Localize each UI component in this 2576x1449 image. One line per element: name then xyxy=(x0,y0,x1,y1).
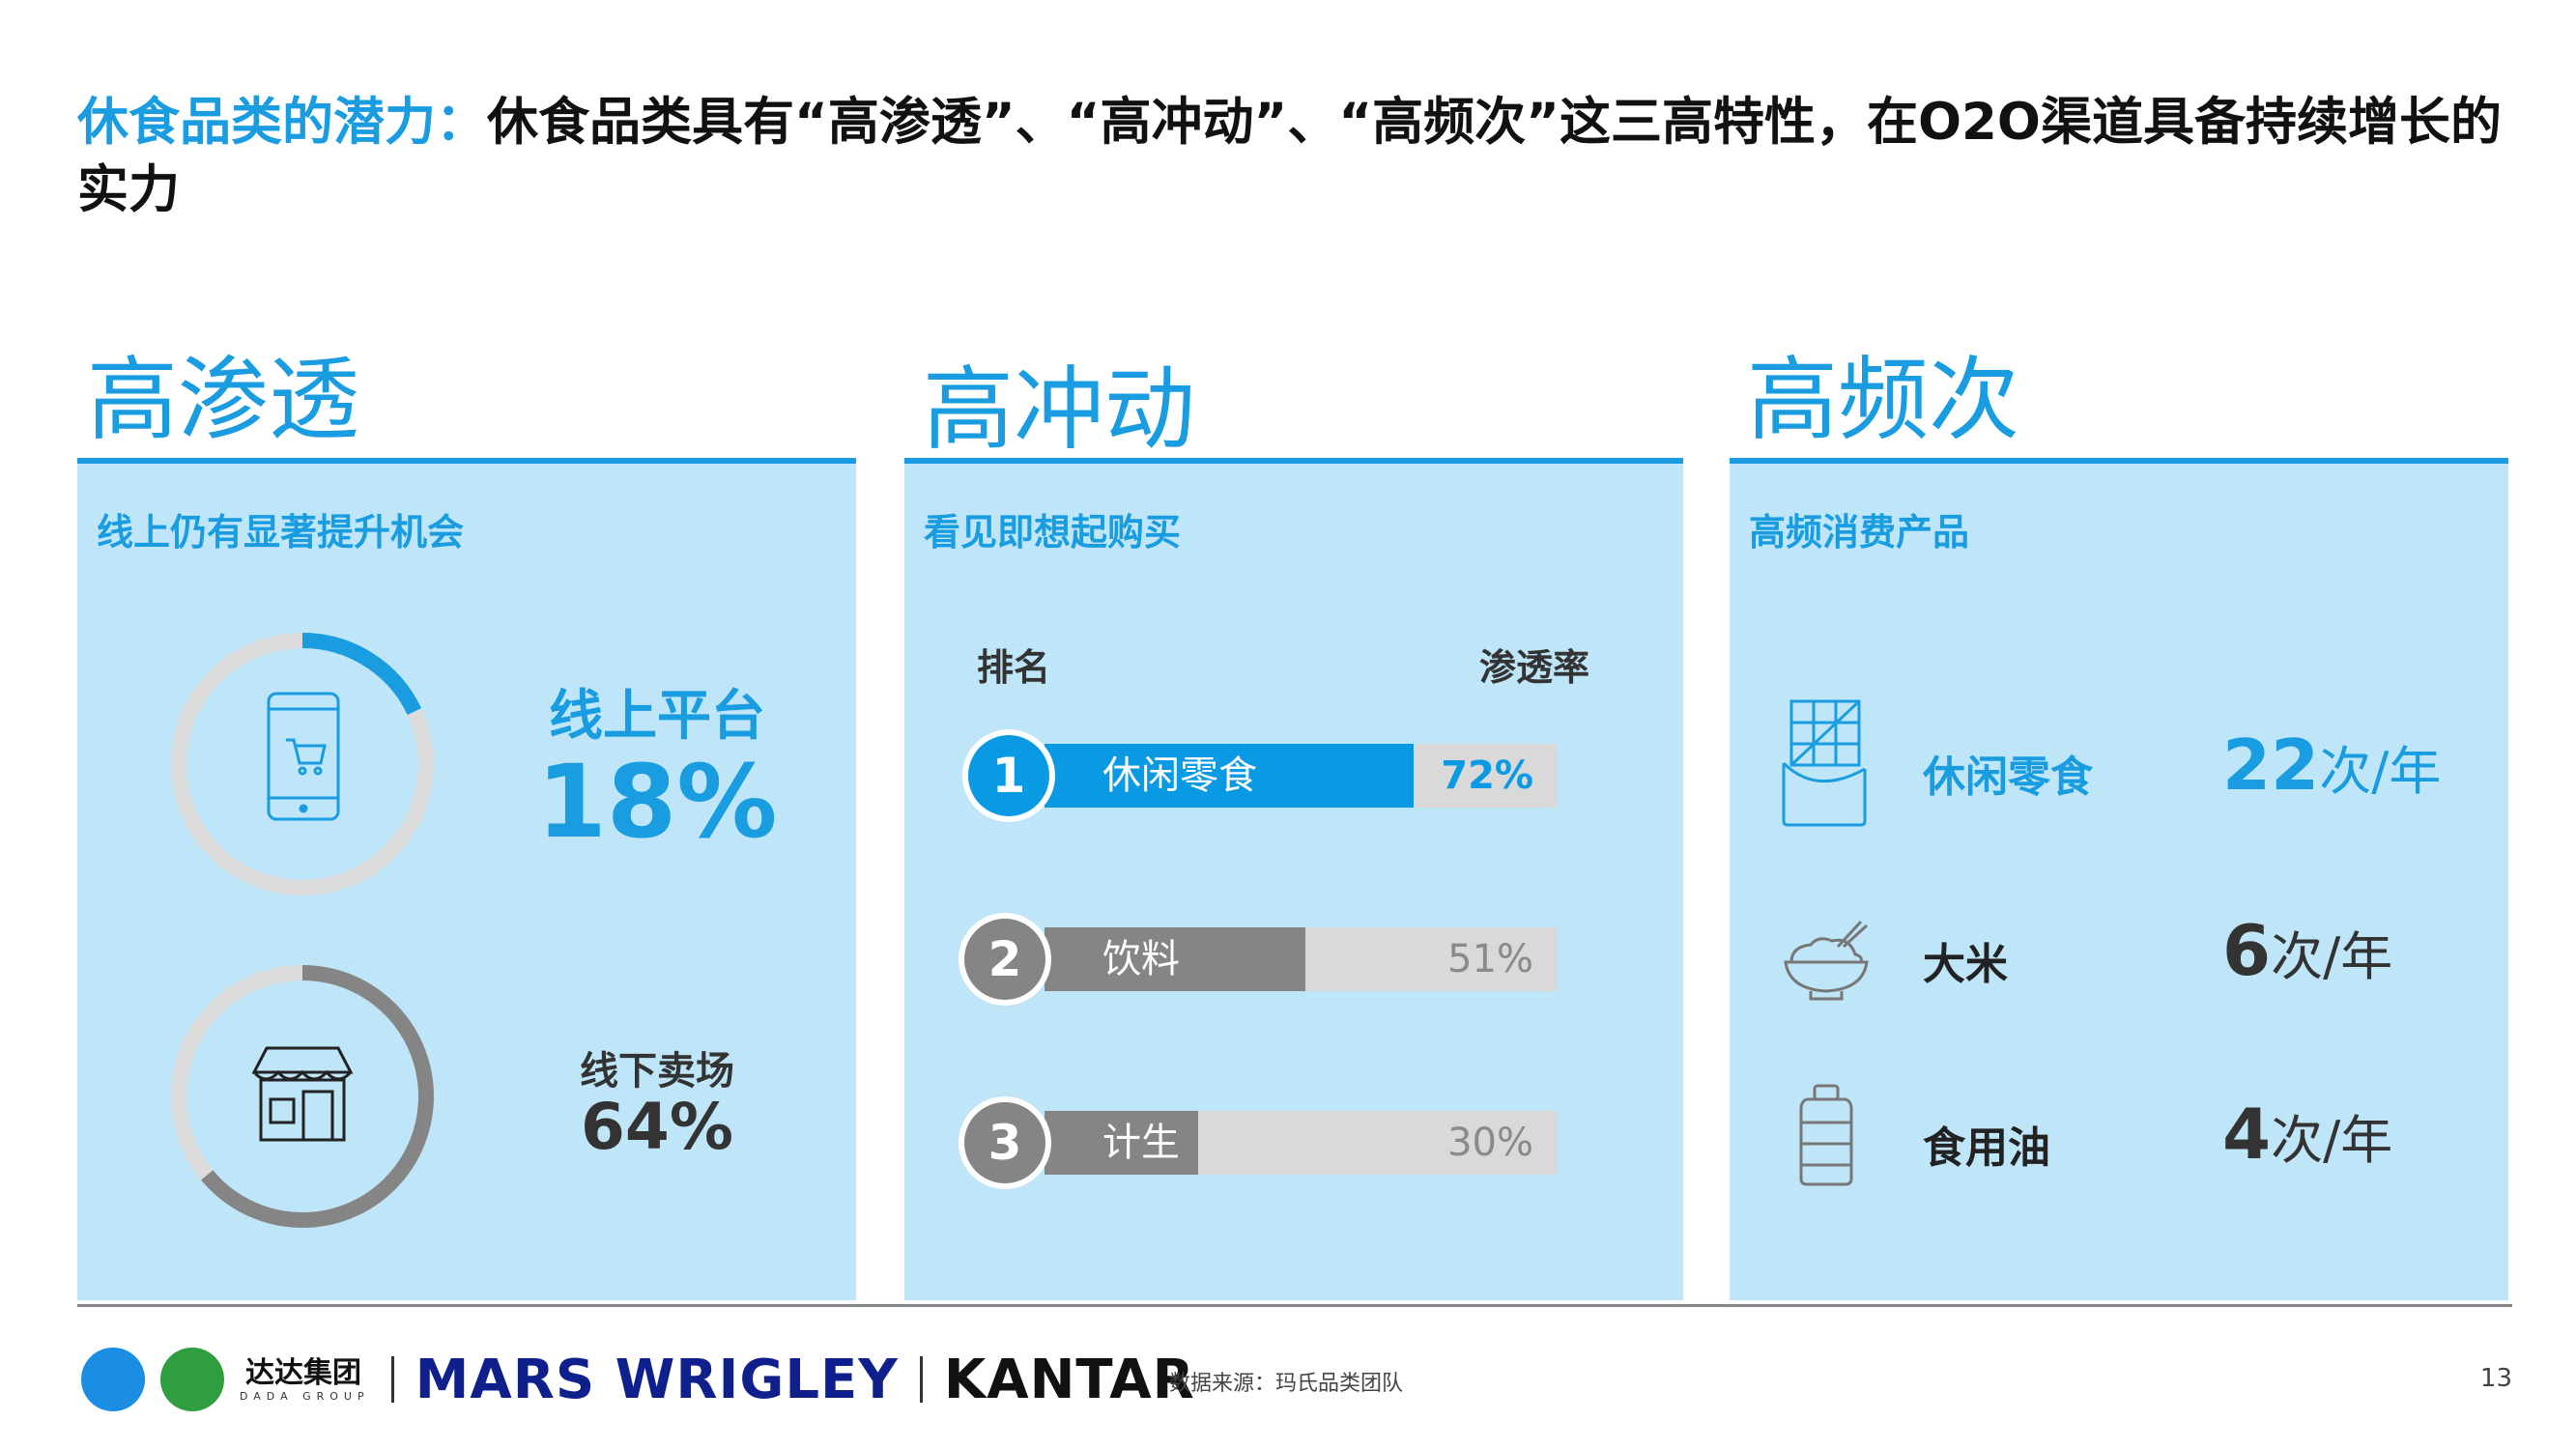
page-title: 休食品类的潜力：休食品类具有“高渗透”、“高冲动”、“高频次”这三高特性，在O2… xyxy=(77,89,2512,224)
dada-group-sub: DADA GROUP xyxy=(240,1389,370,1403)
bar-pct: 72% xyxy=(1441,753,1533,798)
page-number: 13 xyxy=(2479,1364,2512,1393)
freq-name: 休闲零食 xyxy=(1923,753,2093,802)
freq-unit: 次/年 xyxy=(2271,926,2393,987)
freq-value: 6次/年 xyxy=(2222,910,2392,991)
freq-name: 食用油 xyxy=(1923,1123,2050,1173)
title-accent: 休食品类的潜力： xyxy=(77,93,487,152)
bar-label: 计生 xyxy=(1102,1121,1180,1165)
bar-label: 饮料 xyxy=(1102,937,1180,981)
freq-name: 大米 xyxy=(1923,940,2008,989)
offline-value: 64% xyxy=(581,1090,733,1164)
freq-unit: 次/年 xyxy=(2319,741,2442,802)
frequency-heading: 高频次 xyxy=(1747,348,2020,453)
bar-pct: 51% xyxy=(1447,937,1533,981)
rice-bowl-icon xyxy=(1784,920,1869,1001)
freq-num: 4 xyxy=(2222,1094,2272,1175)
dada-group-logo: 达达集团 DADA GROUP xyxy=(240,1355,370,1403)
bar-fill xyxy=(1045,927,1306,991)
rank-header: 排名 xyxy=(977,646,1051,689)
bar-track: 休闲零食 72% xyxy=(1045,744,1557,808)
frequency-subtitle: 高频消费产品 xyxy=(1749,511,1970,554)
oil-bottle-icon xyxy=(1799,1084,1853,1186)
phone-cart-icon xyxy=(267,692,340,821)
footer-rule xyxy=(77,1304,2512,1307)
title-main: 休食品类具有“高渗透”、“高冲动”、“高频次”这三高特性，在O2O渠道具备持续增… xyxy=(77,93,2502,219)
online-value: 18% xyxy=(536,743,778,861)
offline-ring xyxy=(171,965,434,1228)
penetration-heading: 高渗透 xyxy=(87,348,360,453)
logo-separator xyxy=(919,1356,923,1403)
jd-daojia-logo-icon xyxy=(160,1348,224,1411)
freq-num: 6 xyxy=(2222,910,2272,991)
rank-badge: 1 xyxy=(962,729,1055,822)
rank-badge: 3 xyxy=(959,1096,1051,1189)
bar-track: 计生 30% xyxy=(1045,1111,1557,1175)
penetration-subtitle: 线上仍有显著提升机会 xyxy=(97,511,465,554)
bar-label: 休闲零食 xyxy=(1102,753,1257,798)
bar-fill xyxy=(1045,744,1414,808)
freq-num: 22 xyxy=(2222,724,2320,806)
frequency-panel: 高频消费产品 休闲零食 22次/年 大米 6次/年 xyxy=(1730,458,2508,1300)
impulse-subtitle: 看见即想起购买 xyxy=(924,511,1182,554)
impulse-panel: 看见即想起购买 排名 渗透率 休闲零食 72% 1 饮料 51% 2 计生 30… xyxy=(904,458,1683,1300)
offline-label: 线下卖场 xyxy=(580,1049,734,1094)
online-label: 线上平台 xyxy=(549,685,765,748)
storefront-icon xyxy=(251,1046,354,1142)
online-ring-arc xyxy=(171,633,434,895)
impulse-heading: 高冲动 xyxy=(923,357,1196,463)
logo-separator xyxy=(390,1356,394,1403)
bar-track: 饮料 51% xyxy=(1045,927,1557,991)
bar-fill xyxy=(1045,1111,1198,1175)
rank-badge: 2 xyxy=(959,913,1051,1006)
online-ring xyxy=(171,633,434,895)
data-source: 数据来源：玛氏品类团队 xyxy=(1169,1372,1404,1396)
mars-wrigley-logo: MARS WRIGLEY xyxy=(415,1348,899,1411)
freq-value: 4次/年 xyxy=(2222,1094,2392,1175)
snack-bag-icon xyxy=(1782,699,1867,827)
rate-header: 渗透率 xyxy=(1479,646,1590,689)
dada-express-logo-icon xyxy=(81,1348,145,1411)
footer-logos: 达达集团 DADA GROUP MARS WRIGLEY KANTAR xyxy=(81,1341,1195,1418)
kantar-logo: KANTAR xyxy=(943,1348,1195,1411)
freq-value: 22次/年 xyxy=(2222,724,2441,806)
dada-group-name: 达达集团 xyxy=(245,1355,361,1390)
penetration-panel: 线上仍有显著提升机会 线上平台 18% 线下卖场 64% xyxy=(77,458,856,1300)
offline-ring-arc xyxy=(171,965,434,1228)
bar-pct: 30% xyxy=(1447,1121,1533,1165)
freq-unit: 次/年 xyxy=(2271,1110,2393,1171)
